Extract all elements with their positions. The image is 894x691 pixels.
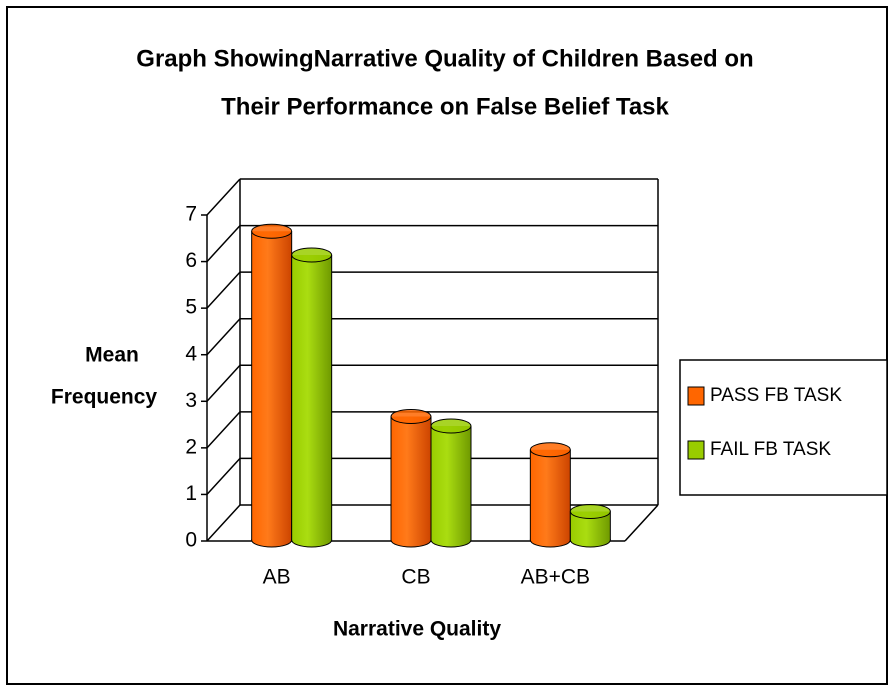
x-tick-label: AB [263,566,291,589]
bar [390,409,432,548]
bar-top [569,504,611,519]
legend-swatch [687,440,705,460]
bar-body [291,255,332,540]
depth-line [206,411,241,449]
depth-line [206,318,241,356]
depth-line [206,178,241,216]
y-tick-label: 7 [185,203,197,226]
y-tick-label: 3 [185,389,197,412]
y-axis-label: Frequency [51,386,158,409]
bar-top [430,418,472,434]
bar-top [291,247,333,263]
legend [679,359,888,496]
y-tick-label: 5 [185,296,197,319]
y-tick-label: 1 [185,482,197,505]
depth-line [206,457,241,495]
bar [529,442,571,548]
bar [251,223,293,548]
legend-label: FAIL FB TASK [710,439,831,460]
frame [6,6,888,685]
bar-body [251,231,292,540]
floor-edge [624,504,659,542]
y-tick-label: 4 [185,342,197,365]
depth-line [206,271,241,309]
x-axis-label: Narrative Quality [333,618,501,641]
bar-body [530,449,571,540]
bar [569,504,611,548]
legend-label: PASS FB TASK [710,385,842,406]
y-tick-label: 2 [185,435,197,458]
bar-top [529,442,571,458]
y-tick-label: 0 [185,529,197,552]
chart-title: Their Performance on False Belief Task [221,93,669,120]
bar-top [390,409,432,424]
y-axis-label: Mean [85,344,139,367]
bar [430,418,472,548]
depth-line [206,364,241,402]
x-tick-label: AB+CB [521,566,590,589]
y-tick-label: 6 [185,249,197,272]
bar-body [431,426,471,540]
depth-line [206,504,241,542]
chart-title: Graph ShowingNarrative Quality of Childr… [136,45,753,72]
bar-top [251,223,293,239]
legend-swatch [687,386,705,406]
bar [291,247,333,548]
bar-body [391,416,431,540]
x-tick-label: CB [401,566,430,589]
depth-line [206,225,241,263]
